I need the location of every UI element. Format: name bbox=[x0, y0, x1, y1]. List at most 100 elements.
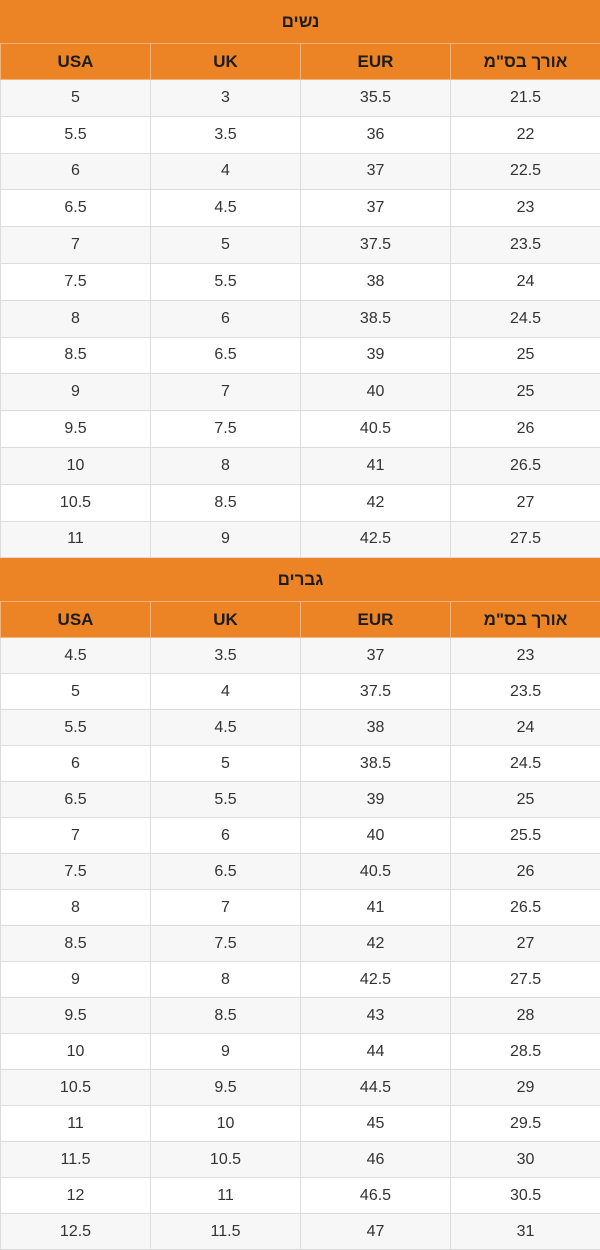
table-row: 10.5 9.5 44.5 29 bbox=[0, 1069, 600, 1107]
table-row: 5 3 35.5 21.5 bbox=[0, 79, 600, 117]
usa-cell: 11 bbox=[0, 520, 151, 559]
length-cm-cell: 23 bbox=[449, 189, 600, 228]
women-title-row: נשים bbox=[0, 0, 600, 44]
table-row: 4.5 3.5 37 23 bbox=[0, 637, 600, 675]
women-size-table: נשים USA UK EUR אורך בס"מ 5 3 35.5 21.5 5.5 3… bbox=[0, 0, 600, 559]
usa-cell: 6 bbox=[0, 745, 151, 783]
uk-cell: 5.5 bbox=[150, 781, 301, 819]
eur-cell: 35.5 bbox=[300, 79, 451, 117]
uk-cell: 11 bbox=[150, 1177, 301, 1215]
table-row: 7 5 37.5 23.5 bbox=[0, 226, 600, 264]
table-row: 8.5 6.5 39 25 bbox=[0, 336, 600, 375]
uk-cell: 9.5 bbox=[150, 1069, 301, 1107]
usa-cell: 9 bbox=[0, 961, 151, 999]
usa-cell: 9.5 bbox=[0, 410, 151, 448]
column-header-length-cm: אורך בס"מ bbox=[449, 601, 600, 639]
column-header-usa: USA bbox=[0, 43, 151, 80]
uk-cell: 7.5 bbox=[150, 410, 301, 448]
length-cm-cell: 27 bbox=[449, 925, 600, 963]
eur-cell: 40 bbox=[300, 817, 451, 855]
length-cm-cell: 29 bbox=[449, 1069, 600, 1107]
length-cm-cell: 23 bbox=[449, 637, 600, 675]
eur-cell: 37 bbox=[300, 637, 451, 675]
length-cm-cell: 25 bbox=[449, 336, 600, 375]
length-cm-cell: 30 bbox=[449, 1141, 600, 1179]
column-header-eur: EUR bbox=[300, 601, 451, 639]
usa-cell: 7 bbox=[0, 817, 151, 855]
eur-cell: 47 bbox=[300, 1213, 451, 1250]
table-row: 9 8 42.5 27.5 bbox=[0, 961, 600, 999]
eur-cell: 40.5 bbox=[300, 853, 451, 891]
uk-cell: 8.5 bbox=[150, 997, 301, 1035]
eur-cell: 46.5 bbox=[300, 1177, 451, 1215]
usa-cell: 9 bbox=[0, 373, 151, 412]
table-row: 6 4 37 22.5 bbox=[0, 152, 600, 191]
length-cm-cell: 25 bbox=[449, 373, 600, 412]
eur-cell: 39 bbox=[300, 781, 451, 819]
usa-cell: 11 bbox=[0, 1105, 151, 1143]
eur-cell: 36 bbox=[300, 115, 451, 154]
length-cm-cell: 27.5 bbox=[449, 961, 600, 999]
eur-cell: 40 bbox=[300, 373, 451, 412]
length-cm-cell: 25.5 bbox=[449, 817, 600, 855]
usa-cell: 11.5 bbox=[0, 1141, 151, 1179]
table-row: 6.5 4.5 37 23 bbox=[0, 189, 600, 228]
length-cm-cell: 26.5 bbox=[449, 889, 600, 927]
table-row: 5 4 37.5 23.5 bbox=[0, 673, 600, 711]
women-table-body: 5 3 35.5 21.5 5.5 3.5 36 22 6 4 37 22.5 6.5 4.5 37 23 7 5… bbox=[0, 79, 600, 559]
usa-cell: 8.5 bbox=[0, 925, 151, 963]
usa-cell: 7 bbox=[0, 226, 151, 264]
table-row: 7.5 6.5 40.5 26 bbox=[0, 853, 600, 891]
length-cm-cell: 28.5 bbox=[449, 1033, 600, 1071]
column-header-length-cm: אורך בס"מ bbox=[449, 43, 600, 80]
uk-cell: 5.5 bbox=[150, 262, 301, 301]
women-header-row: USA UK EUR אורך בס"מ bbox=[0, 43, 600, 80]
eur-cell: 37.5 bbox=[300, 673, 451, 711]
uk-cell: 3.5 bbox=[150, 115, 301, 154]
eur-cell: 38.5 bbox=[300, 299, 451, 338]
usa-cell: 10.5 bbox=[0, 1069, 151, 1107]
length-cm-cell: 24 bbox=[449, 262, 600, 301]
column-header-uk: UK bbox=[150, 43, 301, 80]
length-cm-cell: 22.5 bbox=[449, 152, 600, 191]
table-row: 8 6 38.5 24.5 bbox=[0, 299, 600, 338]
uk-cell: 7 bbox=[150, 889, 301, 927]
eur-cell: 37 bbox=[300, 152, 451, 191]
table-row: 12.5 11.5 47 31 bbox=[0, 1213, 600, 1250]
usa-cell: 5.5 bbox=[0, 709, 151, 747]
table-row: 11.5 10.5 46 30 bbox=[0, 1141, 600, 1179]
usa-cell: 6.5 bbox=[0, 189, 151, 228]
usa-cell: 10 bbox=[0, 1033, 151, 1071]
table-row: 12 11 46.5 30.5 bbox=[0, 1177, 600, 1215]
table-row: 8.5 7.5 42 27 bbox=[0, 925, 600, 963]
usa-cell: 6 bbox=[0, 152, 151, 191]
uk-cell: 4.5 bbox=[150, 189, 301, 228]
usa-cell: 7.5 bbox=[0, 853, 151, 891]
column-header-eur: EUR bbox=[300, 43, 451, 80]
uk-cell: 8 bbox=[150, 961, 301, 999]
uk-cell: 4 bbox=[150, 152, 301, 191]
length-cm-cell: 27 bbox=[449, 483, 600, 522]
table-row: 11 10 45 29.5 bbox=[0, 1105, 600, 1143]
usa-cell: 5 bbox=[0, 673, 151, 711]
table-row: 6.5 5.5 39 25 bbox=[0, 781, 600, 819]
eur-cell: 43 bbox=[300, 997, 451, 1035]
men-table-title: גברים bbox=[0, 558, 600, 603]
length-cm-cell: 23.5 bbox=[449, 226, 600, 264]
table-row: 9.5 8.5 43 28 bbox=[0, 997, 600, 1035]
table-row: 6 5 38.5 24.5 bbox=[0, 745, 600, 783]
uk-cell: 6 bbox=[150, 817, 301, 855]
uk-cell: 3.5 bbox=[150, 637, 301, 675]
column-header-uk: UK bbox=[150, 601, 301, 639]
eur-cell: 42.5 bbox=[300, 520, 451, 559]
usa-cell: 4.5 bbox=[0, 637, 151, 675]
eur-cell: 41 bbox=[300, 889, 451, 927]
usa-cell: 5 bbox=[0, 79, 151, 117]
men-table-body: 4.5 3.5 37 23 5 4 37.5 23.5 5.5 4.5 38 24 6 5 38.5 24.5… bbox=[0, 637, 600, 1250]
uk-cell: 11.5 bbox=[150, 1213, 301, 1250]
uk-cell: 9 bbox=[150, 520, 301, 559]
table-row: 5.5 3.5 36 22 bbox=[0, 115, 600, 154]
length-cm-cell: 24.5 bbox=[449, 745, 600, 783]
table-row: 11 9 42.5 27.5 bbox=[0, 520, 600, 559]
table-row: 5.5 4.5 38 24 bbox=[0, 709, 600, 747]
